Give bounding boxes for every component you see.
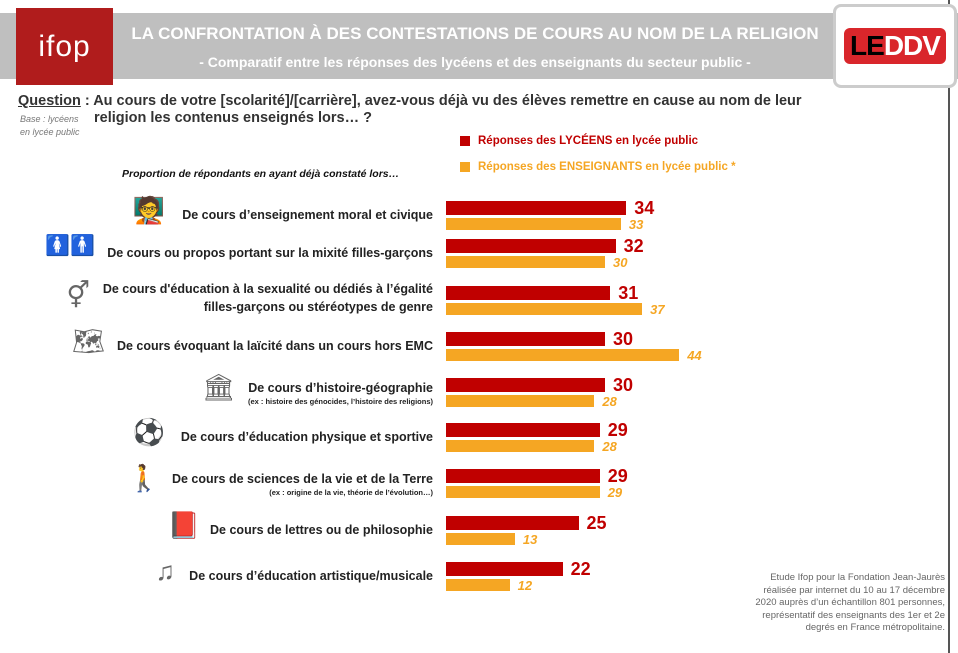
category-sublabel: (ex : histoire des génocides, l’histoire… [247,397,433,406]
bar-enseignants [446,579,510,591]
teacher-map-icon: 🗺 [71,326,105,356]
value-enseignants: 33 [628,217,644,232]
intro-text: Proportion de répondants en ayant déjà c… [122,168,400,180]
category-label: De cours d’enseignement moral et civique [182,208,433,222]
evolution-icon: 🚶 [127,463,160,493]
bar-enseignants [446,533,515,545]
right-border [948,0,950,653]
category-label: De cours évoquant la laïcité dans un cou… [116,339,433,353]
book-head-icon: 📕 [167,510,200,540]
value-enseignants: 28 [602,394,617,409]
value-enseignants: 37 [650,302,665,317]
header-banner [0,13,958,79]
value-enseignants: 30 [613,255,628,270]
ddv-logo: LEDDV [833,4,957,88]
bar-enseignants [446,218,621,230]
value-lyceens: 30 [613,375,634,395]
museum-book-icon: 🏛 [201,372,235,402]
category-label: De cours d’histoire-géographie (ex : hist… [73,379,433,407]
bar-lyceens [446,378,605,392]
boy-girl-icon: 🚺🚹 [45,235,95,257]
bar-enseignants [446,256,605,268]
bar-enseignants [446,440,595,452]
bar-lyceens [446,516,579,530]
question-label: Question [18,93,81,109]
legend-enseignants: Réponses des ENSEIGNANTS en lycée public… [460,161,736,173]
value-lyceens: 30 [613,329,634,349]
bar-lyceens [446,239,616,253]
gender-symbols-icon: ⚥ [66,280,90,310]
value-enseignants: 29 [607,485,623,500]
value-lyceens: 25 [586,513,607,533]
chart-title: LA CONFRONTATION À DES CONTESTATIONS DE … [131,24,819,43]
category-label: De cours d’éducation artistique/musicale [189,569,433,583]
value-enseignants: 13 [522,532,538,547]
music-board-icon: ♫ [155,556,176,586]
legend-lyceens: Réponses des LYCÉENS en lycée public [460,135,698,147]
bar-lyceens [446,469,600,483]
value-enseignants: 12 [517,578,533,593]
category-label: De cours de sciences de la vie et de la … [73,470,433,498]
category-label: De cours d’éducation physique et sportiv… [180,430,433,444]
study-note: Etude Ifop pour la Fondation Jean-Jaurès… [755,572,945,633]
bar-lyceens [446,423,600,437]
category-label: De cours ou propos portant sur la mixité… [107,246,433,260]
bar-lyceens [446,286,611,300]
category-label: De cours de lettres ou de philosophie [210,523,433,537]
bar-lyceens [446,332,605,346]
value-lyceens: 29 [607,420,628,440]
ddv-ddv: DDV [883,30,941,61]
value-lyceens: 29 [607,466,628,486]
ifop-logo-text: ifop [38,29,91,63]
bar-enseignants [446,486,600,498]
base-note: Base : lycéens en lycée public [20,114,80,137]
value-enseignants: 44 [687,348,702,363]
bar-lyceens [446,562,563,576]
question-text: : Au cours de votre [scolarité]/[carrièr… [80,93,802,109]
bar-enseignants [446,349,680,361]
category-sublabel: (ex : origine de la vie, théorie de l’év… [269,488,433,497]
bar-enseignants [446,303,643,315]
teacher-board-icon: 🧑‍🏫 [132,195,165,225]
chart-subtitle: - Comparatif entre les réponses des lycé… [199,54,751,70]
category-label: De cours d'éducation à la sexualité ou d… [102,282,433,314]
value-lyceens: 34 [634,198,655,218]
question: Question : Au cours de votre [scolarité]… [18,92,818,111]
value-enseignants: 28 [602,439,617,454]
bar-enseignants [446,395,595,407]
ddv-le: LE [850,30,885,61]
ifop-logo: ifop [16,8,113,85]
bar-lyceens [446,201,627,215]
value-lyceens: 31 [618,283,639,303]
value-lyceens: 32 [623,236,644,256]
value-lyceens: 22 [570,559,591,579]
question-text-2: religion les contenus enseignés lors… ? [94,110,372,126]
sports-icon: ⚽ [132,417,165,447]
